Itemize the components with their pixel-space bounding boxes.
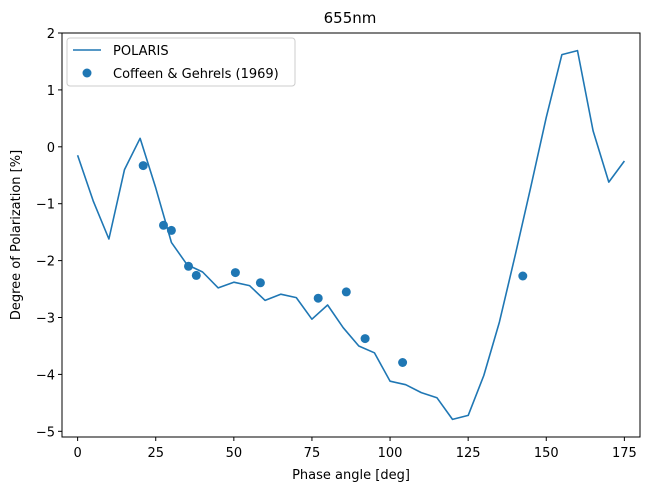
x-axis: 0 25 50 75 100 125 150 175: [73, 437, 637, 461]
data-point-coffeen-gehrels: [230, 268, 240, 278]
y-tick-label: −5: [36, 425, 55, 440]
y-tick-label: −2: [36, 255, 55, 270]
legend-label-coffeen: Coffeen & Gehrels (1969): [113, 67, 279, 82]
y-tick-label: 2: [47, 27, 55, 42]
data-point-coffeen-gehrels: [159, 220, 168, 230]
x-tick-label: 75: [304, 446, 321, 461]
chart-title: 655nm: [324, 9, 377, 27]
y-tick-label: 0: [47, 141, 55, 156]
x-tick-label: 175: [612, 446, 637, 461]
plot-frame: [62, 33, 640, 437]
data-point-coffeen-gehrels: [184, 261, 193, 271]
legend: POLARIS Coffeen & Gehrels (1969): [66, 37, 296, 87]
data-point-coffeen-gehrels: [138, 161, 148, 171]
series-layer: [76, 49, 626, 421]
x-tick-label: 0: [73, 446, 81, 461]
y-axis-label: Degree of Polarization [%]: [9, 150, 24, 320]
legend-box: [66, 37, 296, 87]
y-tick-label: −1: [36, 198, 55, 213]
data-point-coffeen-gehrels: [341, 287, 351, 297]
x-tick-label: 25: [147, 446, 164, 461]
legend-swatch-coffeen: [82, 68, 92, 78]
x-tick-label: 125: [456, 446, 481, 461]
data-point-coffeen-gehrels: [166, 225, 176, 235]
data-point-coffeen-gehrels: [313, 293, 323, 303]
data-point-coffeen-gehrels: [518, 271, 528, 281]
x-tick-label: 150: [534, 446, 559, 461]
data-point-coffeen-gehrels: [360, 334, 370, 344]
y-tick-label: −4: [36, 368, 55, 383]
x-tick-label: 50: [226, 446, 243, 461]
data-point-coffeen-gehrels: [255, 278, 265, 288]
data-point-coffeen-gehrels: [191, 270, 201, 280]
y-tick-label: 1: [47, 84, 55, 99]
legend-label-polaris: POLARIS: [113, 44, 169, 59]
x-axis-label: Phase angle [deg]: [292, 468, 410, 483]
y-tick-label: −3: [36, 312, 55, 327]
x-tick-label: 100: [378, 446, 403, 461]
y-axis: −5 −4 −3 −2 −1 0 1 2: [36, 27, 62, 440]
plot-border: [61, 32, 641, 438]
data-point-coffeen-gehrels: [398, 358, 408, 367]
